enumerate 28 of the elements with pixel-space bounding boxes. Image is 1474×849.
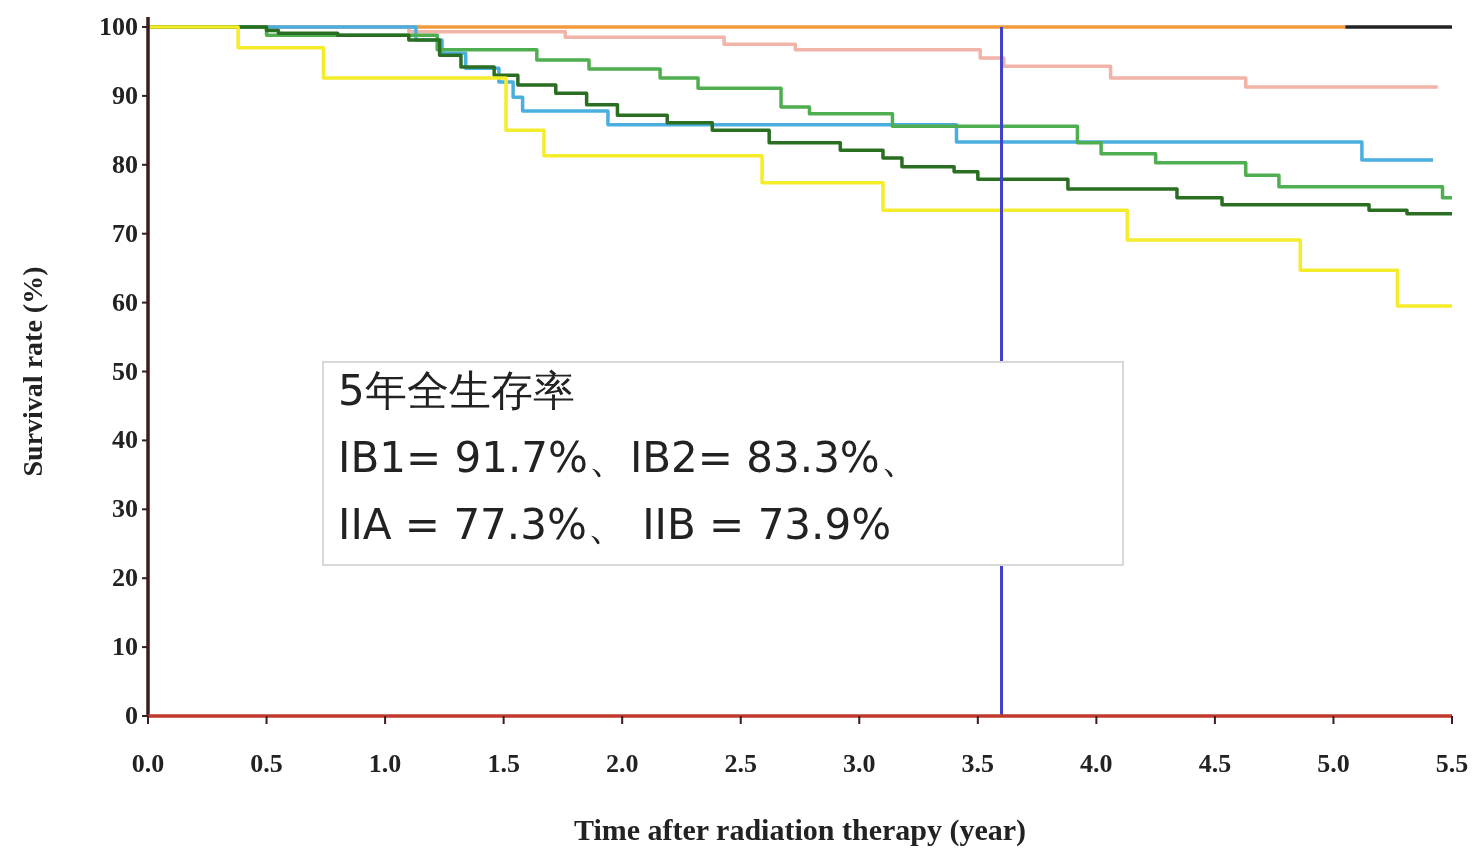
x-tick-label: 4.5	[1198, 749, 1232, 778]
x-tick-label: 5.0	[1317, 749, 1350, 778]
x-tick-label: 5.5	[1435, 749, 1469, 778]
y-tick-label: 90	[112, 80, 138, 110]
x-tick-label: 4.0	[1080, 749, 1113, 778]
y-tick-label: 70	[112, 218, 138, 248]
annotation: IIA = 77.3%、 IIB = 73.9%	[338, 500, 892, 549]
x-tick-label: 1.5	[487, 749, 520, 778]
annotation: IB1= 91.7%、IB2= 83.3%、	[338, 433, 922, 482]
y-tick-label: 80	[112, 149, 138, 179]
x-tick-label: 0.0	[131, 749, 165, 778]
y-tick-label: 20	[112, 563, 138, 593]
y-tick-label: 50	[112, 356, 138, 386]
x-tick-label: 2.0	[605, 749, 639, 778]
y-axis-title: Survival rate (%)	[17, 266, 48, 477]
y-tick-label: 100	[99, 12, 138, 41]
y-tick-label: 40	[112, 425, 138, 455]
annotation: 5年全生存率	[338, 366, 575, 415]
y-tick-label: 10	[112, 632, 138, 662]
y-tick-label: 0	[125, 701, 138, 730]
x-tick-label: 2.5	[724, 749, 757, 778]
y-tick-label: 30	[112, 494, 138, 524]
x-tick-label: 3.0	[843, 749, 876, 778]
y-tick-label: 60	[112, 287, 138, 317]
x-tick-label: 3.5	[961, 749, 995, 778]
x-axis-title: Time after radiation therapy (year)	[573, 813, 1027, 847]
x-tick-label: 0.5	[250, 749, 283, 778]
x-tick-label: 1.0	[368, 749, 402, 778]
